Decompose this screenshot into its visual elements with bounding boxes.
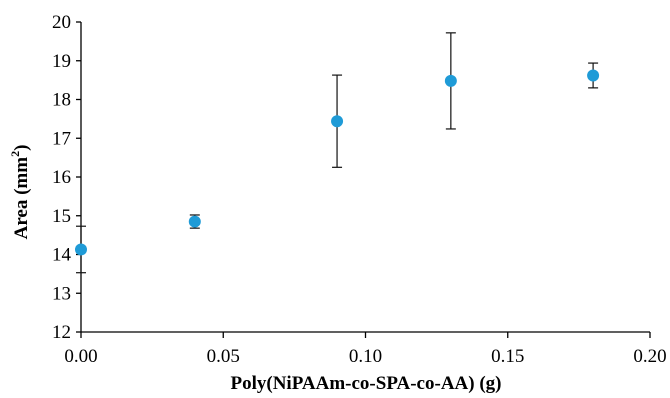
data-point [331, 115, 344, 128]
x-tick-label: 0.10 [349, 346, 382, 367]
x-tick-label: 0.15 [491, 346, 524, 367]
y-tick-label: 15 [52, 206, 71, 227]
data-point [444, 74, 457, 87]
y-axis-ticks: 12 13 14 15 16 17 18 19 20 [52, 12, 81, 343]
x-tick-label: 0.05 [207, 346, 240, 367]
data-point [75, 243, 87, 256]
y-axis-title-close: ) [11, 145, 32, 151]
data-points [75, 69, 600, 256]
x-axis-ticks: 0.00 0.05 0.10 0.15 0.20 [64, 332, 667, 367]
y-tick-label: 19 [52, 51, 71, 72]
y-axis-title-main: Area (mm [11, 157, 32, 240]
y-tick-label: 12 [52, 322, 71, 343]
y-tick-label: 16 [52, 167, 71, 188]
y-tick-label: 20 [52, 12, 71, 33]
y-tick-label: 18 [52, 90, 71, 111]
x-tick-label: 0.00 [64, 346, 97, 367]
data-point [188, 215, 201, 228]
y-tick-label: 14 [52, 245, 72, 266]
error-bars [76, 32, 599, 274]
y-tick-label: 13 [52, 283, 71, 304]
y-axis-title-superscript: 2 [8, 151, 22, 157]
data-point [587, 69, 600, 82]
y-tick-label: 17 [52, 128, 71, 149]
x-axis-title: Poly(NiPAAm-co-SPA-co-AA) (g) [230, 373, 501, 394]
y-axis-title: Area (mm2) [8, 145, 32, 240]
x-tick-label: 0.20 [633, 346, 666, 367]
